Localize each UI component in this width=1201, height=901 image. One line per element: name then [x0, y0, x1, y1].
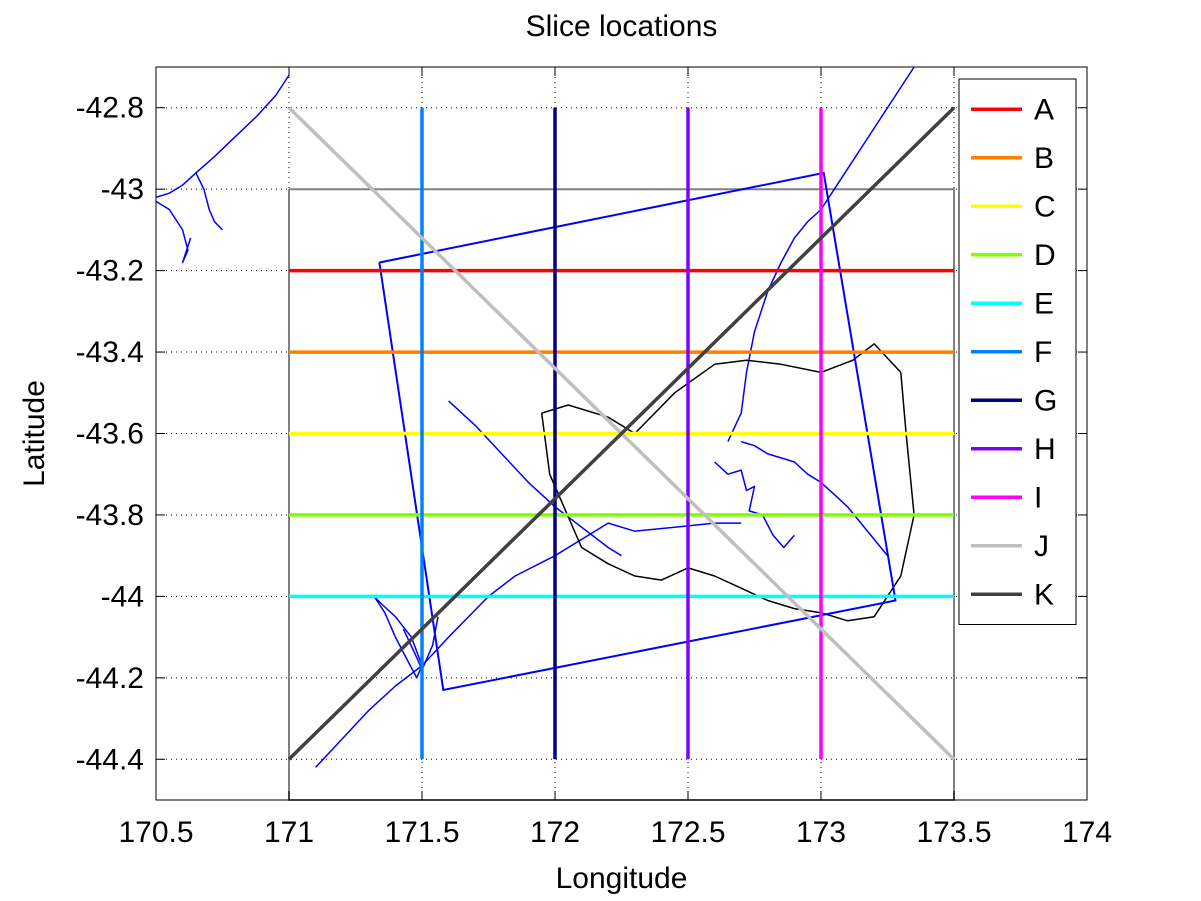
legend-label: D	[1034, 239, 1056, 272]
legend-label: A	[1034, 93, 1054, 126]
x-tick-label: 174	[1062, 816, 1112, 849]
legend-label: E	[1034, 287, 1054, 320]
x-tick-label: 172.5	[650, 816, 725, 849]
y-tick-label: -44.2	[76, 662, 144, 695]
y-tick-label: -43.4	[76, 336, 144, 369]
land-outline	[540, 343, 915, 622]
y-tick-label: -44	[101, 580, 144, 613]
legend-label: I	[1034, 481, 1042, 514]
coastline	[727, 66, 915, 442]
y-tick-label: -42.8	[76, 92, 144, 125]
slice-line-k	[287, 106, 956, 761]
tick-layer: 170.5 171 171.5 172 172.5 173 173.5 174 -42.8 -43…	[76, 67, 1112, 849]
y-tick-label: -44.4	[76, 743, 144, 776]
coastline	[315, 522, 742, 768]
x-tick-label: 173.5	[916, 816, 991, 849]
x-tick-label: 170.5	[118, 816, 193, 849]
legend-label: B	[1034, 142, 1054, 175]
coastline	[714, 461, 795, 549]
legend-label: F	[1034, 336, 1052, 369]
legend-label: J	[1034, 530, 1049, 563]
x-tick-label: 173	[796, 816, 846, 849]
x-axis-label: Longitude	[556, 862, 688, 895]
legend-label: G	[1034, 384, 1057, 417]
legend-label: K	[1034, 578, 1054, 611]
y-tick-label: -43.6	[76, 418, 144, 451]
coastline	[373, 595, 423, 679]
coastline	[195, 172, 224, 231]
coastline	[155, 200, 192, 264]
y-tick-label: -43	[101, 173, 144, 206]
y-axis-label: Latitude	[18, 380, 51, 487]
x-tick-label: 171	[264, 816, 314, 849]
y-tick-label: -43.8	[76, 499, 144, 532]
chart-title: Slice locations	[526, 10, 718, 43]
legend-label: H	[1034, 433, 1056, 466]
x-tick-label: 172	[530, 816, 580, 849]
coastline	[155, 74, 290, 199]
coastline	[740, 440, 889, 557]
x-tick-label: 171.5	[384, 816, 459, 849]
y-tick-label: -43.2	[76, 255, 144, 288]
coastline	[448, 400, 622, 557]
legend-label: C	[1034, 190, 1056, 223]
